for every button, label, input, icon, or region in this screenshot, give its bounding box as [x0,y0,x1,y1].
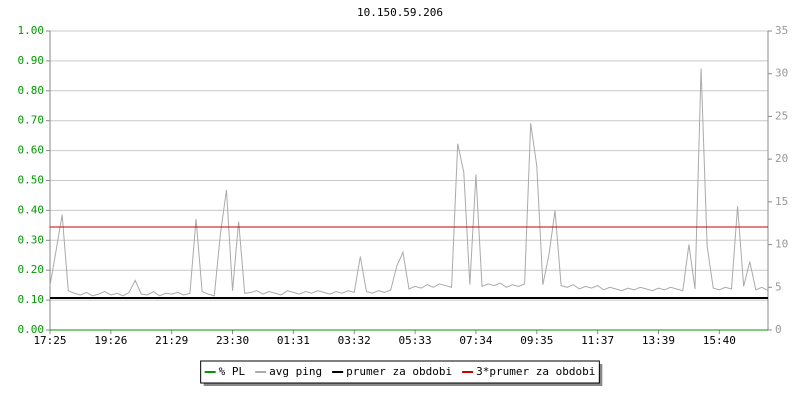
y-tick-label: 0.30 [18,233,45,246]
y2-tick-label: 30 [775,67,788,80]
y-tick-label: 0.90 [18,54,45,67]
y-tick-label: 0.50 [18,174,45,187]
x-tick-label: 01:31 [277,334,310,347]
x-tick-label: 21:29 [155,334,188,347]
x-tick-label: 11:37 [581,334,614,347]
x-tick-label: 19:26 [94,334,127,347]
y-tick-label: 0.00 [18,323,45,336]
x-tick-label: 05:33 [399,334,432,347]
legend: % PL avg ping prumer za obdobi 3*prumer za … [200,360,603,386]
y-tick-label: 0.60 [18,144,45,157]
y-tick-label: 0.80 [18,84,45,97]
y-tick-label: 0.70 [18,114,45,127]
legend-box [200,360,600,384]
y-tick-label: 0.40 [18,203,45,216]
legend-label: avg ping [269,365,322,378]
y-tick-label: 0.10 [18,293,45,306]
x-tick-label: 17:25 [33,334,66,347]
y-tick-label: 0.20 [18,263,45,276]
x-tick-label: 07:34 [459,334,492,347]
y2-tick-label: 10 [775,238,788,251]
legend-label: 3*prumer za obdobi [476,365,595,378]
y2-tick-label: 5 [775,280,782,293]
y2-tick-label: 15 [775,195,788,208]
x-tick-label: 09:35 [520,334,553,347]
legend-label: prumer za obdobi [346,365,452,378]
y2-tick-label: 25 [775,109,788,122]
x-tick-label: 15:40 [703,334,736,347]
y2-tick-label: 35 [775,24,788,37]
chart-title: 10.150.59.206 [357,6,443,19]
legend-label: % PL [219,365,246,378]
x-tick-label: 13:39 [642,334,675,347]
y2-tick-label: 0 [775,323,782,336]
series-line [49,68,769,297]
x-tick-label: 23:30 [216,334,249,347]
y-tick-label: 1.00 [18,24,45,37]
y2-tick-label: 20 [775,152,788,165]
x-tick-label: 03:32 [338,334,371,347]
